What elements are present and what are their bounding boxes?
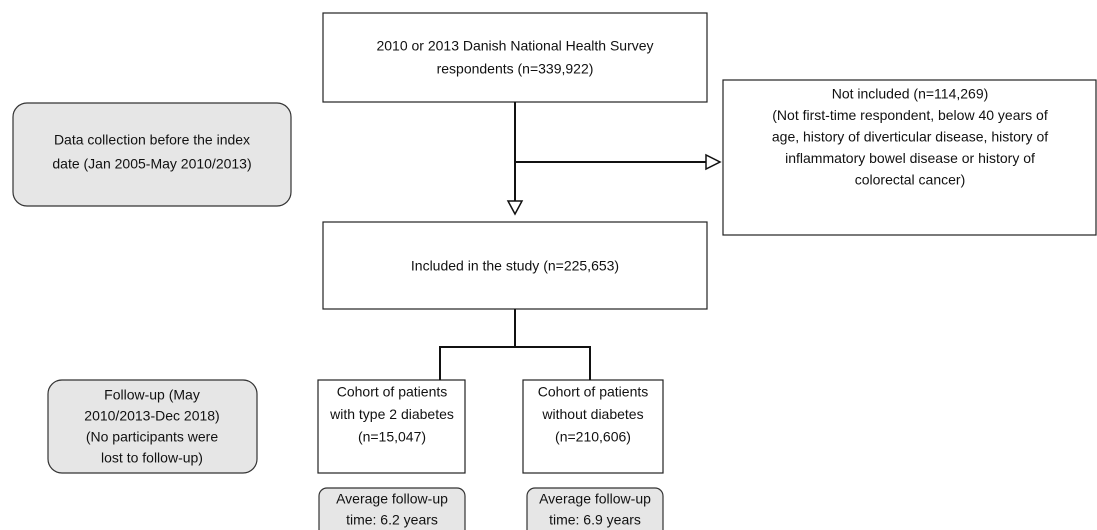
arrowhead xyxy=(506,200,524,216)
node-label: age, history of diverticular disease, hi… xyxy=(772,129,1048,145)
node-label: (Not first-time respondent, below 40 yea… xyxy=(772,107,1048,123)
node-label: Cohort of patients xyxy=(538,384,649,400)
node-label: (No participants were xyxy=(86,429,218,445)
node-label: (n=15,047) xyxy=(358,429,426,445)
connector xyxy=(439,309,591,380)
node-box xyxy=(526,487,664,530)
node-label: 2010 or 2013 Danish National Health Surv… xyxy=(376,38,653,54)
arrowhead xyxy=(705,153,722,171)
node-label: Data collection before the index xyxy=(54,132,250,148)
node-label: Cohort of patients xyxy=(337,384,448,400)
labels: 2010 or 2013 Danish National Health Surv… xyxy=(52,38,1048,528)
node-box xyxy=(12,102,292,207)
node-label: Follow-up (May xyxy=(104,387,200,403)
node-box xyxy=(322,12,708,103)
node-box xyxy=(322,221,708,310)
node-label: lost to follow-up) xyxy=(101,450,203,466)
node-label: Included in the study (n=225,653) xyxy=(411,258,619,274)
node-box xyxy=(522,379,664,474)
node-label: 2010/2013-Dec 2018) xyxy=(84,408,219,424)
node-label: date (Jan 2005-May 2010/2013) xyxy=(52,156,251,172)
node-label: Average follow-up xyxy=(539,491,651,507)
node-label: Average follow-up xyxy=(336,491,448,507)
node-label: respondents (n=339,922) xyxy=(437,61,594,77)
node-box xyxy=(318,487,466,530)
node-label: (n=210,606) xyxy=(555,429,631,445)
node-label: colorectal cancer) xyxy=(855,172,966,188)
node-label: inflammatory bowel disease or history of xyxy=(785,150,1035,166)
node-label: Not included (n=114,269) xyxy=(832,86,989,102)
node-label: time: 6.9 years xyxy=(549,512,641,528)
node-label: with type 2 diabetes xyxy=(329,406,454,422)
node-box xyxy=(47,379,258,474)
node-label: without diabetes xyxy=(541,406,643,422)
node-box xyxy=(317,379,466,474)
node-label: time: 6.2 years xyxy=(346,512,438,528)
node-box xyxy=(722,79,1097,236)
